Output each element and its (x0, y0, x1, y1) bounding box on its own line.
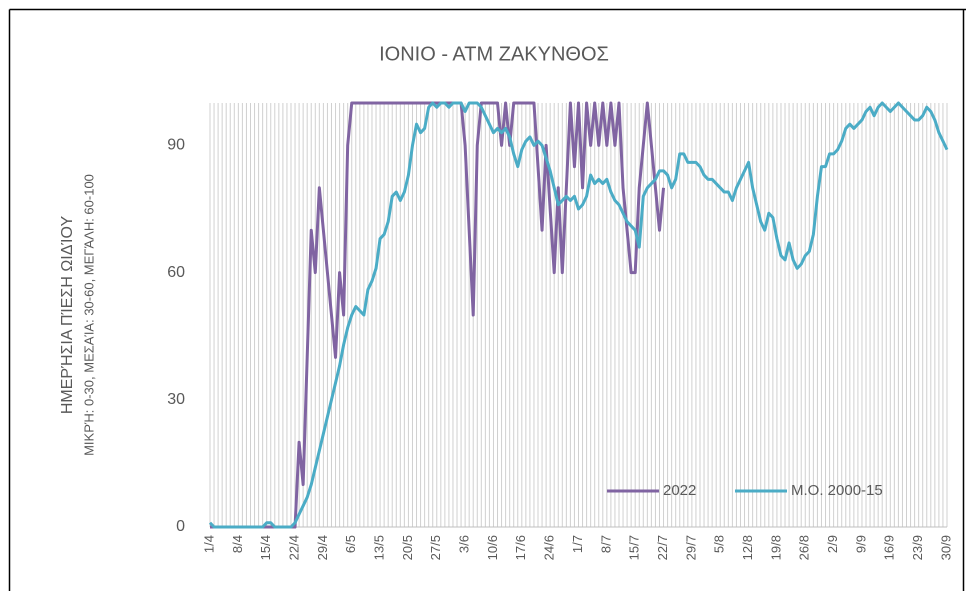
legend-label: 2022 (663, 482, 696, 499)
y-tick-label: 60 (167, 264, 185, 281)
y-tick-label: 90 (167, 137, 185, 154)
x-tick-label: 3/6 (457, 535, 472, 553)
y-axis-subtitle: ΜΙΚΡΉ: 0-30, ΜΕΣΑΊΑ: 30-60, ΜΕΓΆΛΗ: 60-1… (81, 174, 96, 456)
x-tick-label: 1/4 (201, 535, 216, 553)
x-tick-label: 10/6 (485, 535, 500, 560)
x-tick-label: 29/7 (683, 535, 698, 560)
x-tick-label: 17/6 (513, 535, 528, 560)
x-tick-label: 16/9 (882, 535, 897, 560)
x-tick-label: 23/9 (910, 535, 925, 560)
x-tick-label: 13/5 (372, 535, 387, 560)
x-tick-label: 20/5 (400, 535, 415, 560)
x-tick-label: 8/7 (598, 535, 613, 553)
x-tick-label: 29/4 (315, 535, 330, 560)
y-tick-label: 0 (176, 518, 185, 535)
x-tick-label: 24/6 (542, 535, 557, 560)
x-tick-label: 22/7 (655, 535, 670, 560)
legend-label: Μ.Ο. 2000-15 (791, 482, 883, 499)
x-tick-label: 2/9 (825, 535, 840, 553)
x-tick-label: 22/4 (286, 535, 301, 560)
x-tick-label: 12/8 (740, 535, 755, 560)
x-tick-label: 15/4 (258, 535, 273, 560)
x-tick-label: 5/8 (712, 535, 727, 553)
x-tick-label: 6/5 (343, 535, 358, 553)
x-tick-label: 8/4 (230, 535, 245, 553)
x-tick-label: 26/8 (797, 535, 812, 560)
x-tick-label: 9/9 (853, 535, 868, 553)
y-tick-label: 30 (167, 391, 185, 408)
series-line (208, 101, 949, 529)
x-tick-label: 19/8 (768, 535, 783, 560)
x-tick-label: 1/7 (570, 535, 585, 553)
x-tick-label: 15/7 (627, 535, 642, 560)
x-tick-label: 30/9 (938, 535, 953, 560)
x-tick-label: 27/5 (428, 535, 443, 560)
chart-title: ΙΟΝΙΟ - ΑΤΜ ΖΑΚΥΝΘΟΣ (379, 43, 609, 65)
y-axis-title: ΗΜΕΡΉΣΙΑ ΠΊΕΣΗ ΩΙΔΊΟΥ (59, 216, 76, 415)
